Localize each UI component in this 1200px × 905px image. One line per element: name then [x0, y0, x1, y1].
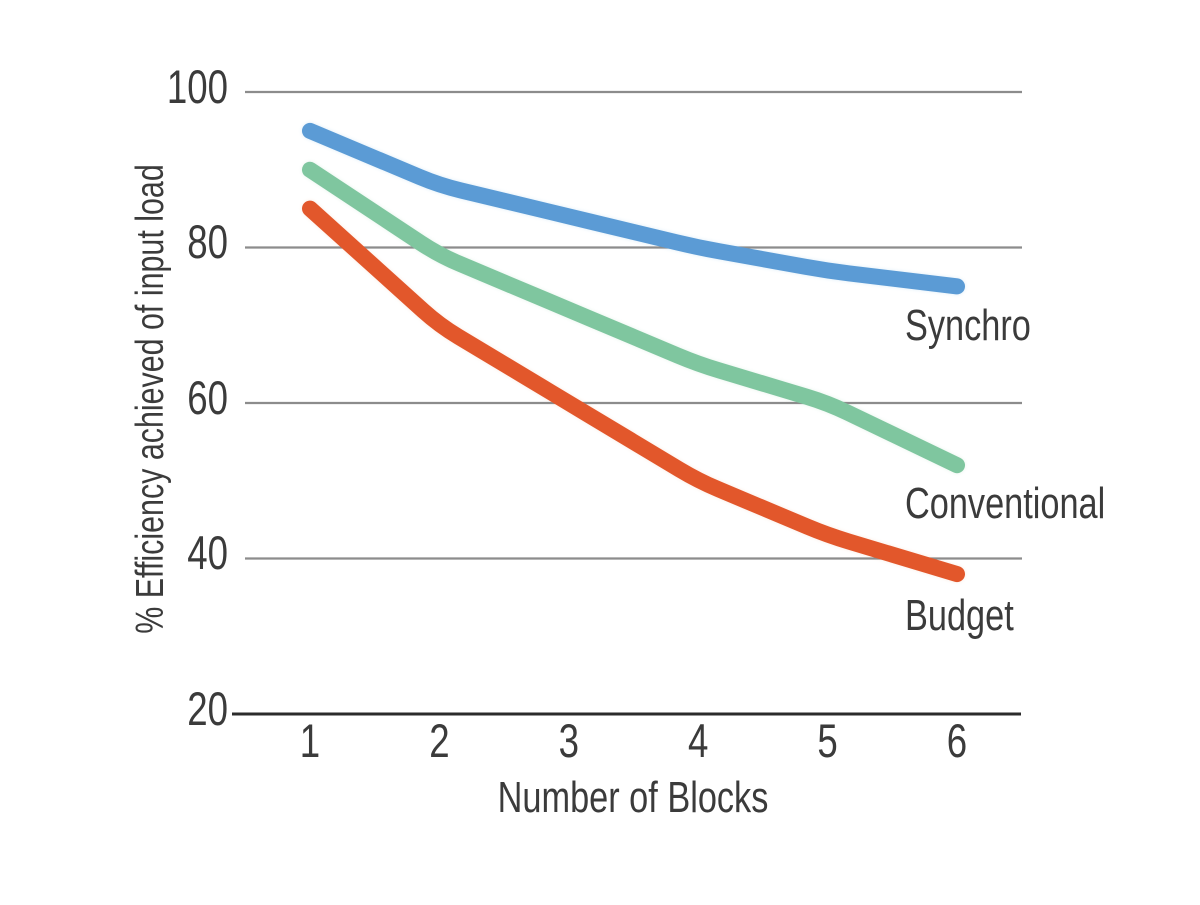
svg-text:3: 3: [559, 715, 579, 767]
svg-text:100: 100: [167, 61, 228, 113]
svg-text:Conventional: Conventional: [905, 479, 1105, 528]
svg-text:2: 2: [429, 715, 449, 767]
svg-text:20: 20: [187, 683, 228, 735]
svg-text:80: 80: [187, 216, 228, 268]
svg-text:6: 6: [947, 715, 967, 767]
svg-text:% Efficiency achieved of input: % Efficiency achieved of input load: [128, 164, 171, 633]
svg-text:40: 40: [187, 527, 228, 579]
svg-text:Number of Blocks: Number of Blocks: [498, 773, 769, 822]
svg-text:Synchro: Synchro: [905, 301, 1031, 350]
svg-text:1: 1: [300, 715, 320, 767]
svg-text:5: 5: [817, 715, 837, 767]
svg-text:60: 60: [187, 372, 228, 424]
svg-text:Budget: Budget: [905, 591, 1014, 640]
svg-text:4: 4: [688, 715, 708, 767]
